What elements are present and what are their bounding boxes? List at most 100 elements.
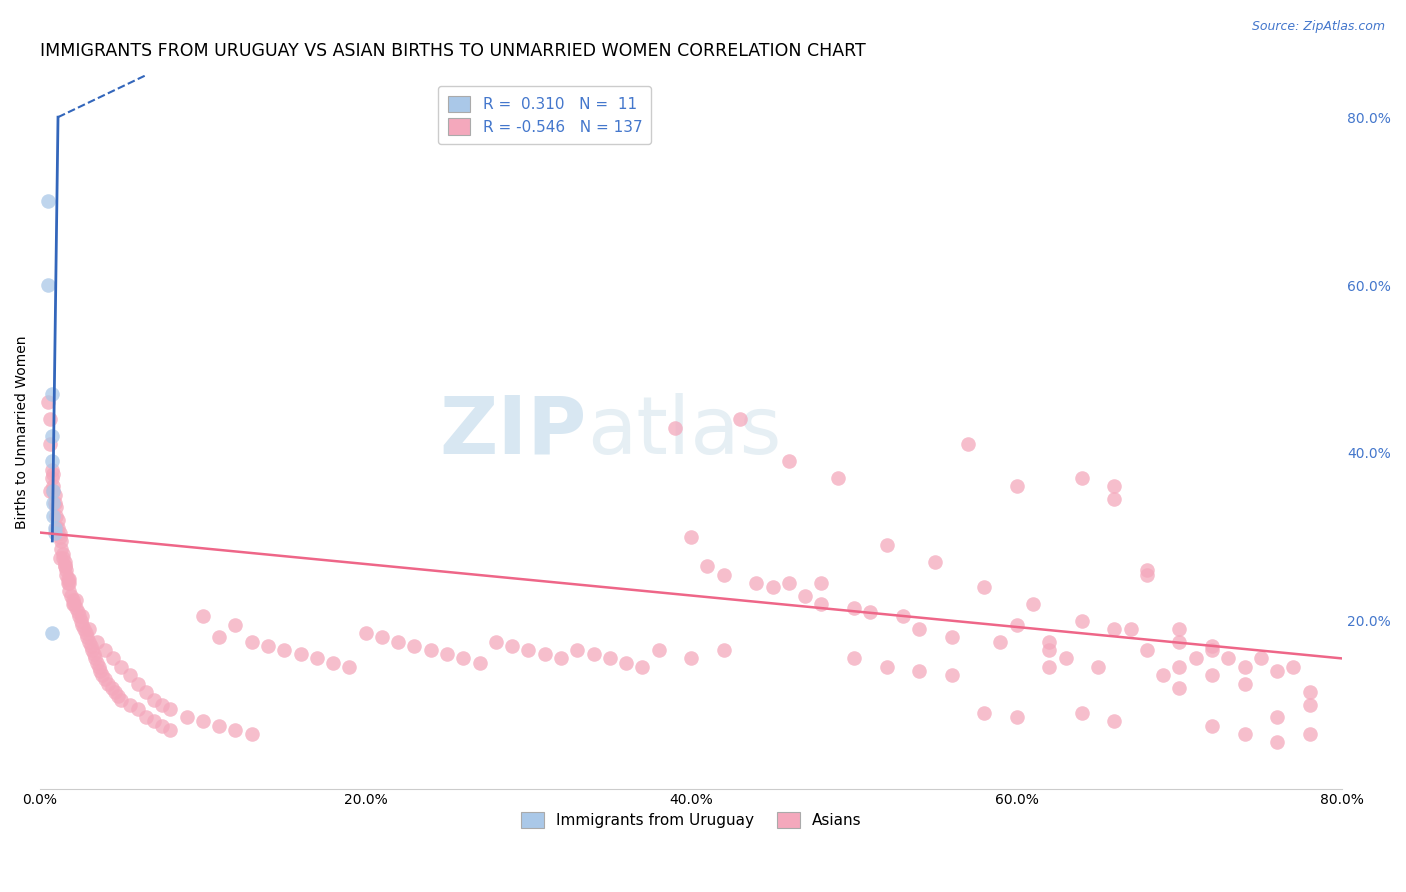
Point	[44, 525, 66, 540]
Text: atlas: atlas	[588, 392, 782, 471]
Point	[404, 639, 426, 653]
Point	[1070, 471, 1092, 485]
Point	[55, 567, 77, 582]
Point	[118, 668, 141, 682]
Point	[842, 601, 865, 615]
Point	[103, 651, 125, 665]
Point	[79, 639, 101, 653]
Point	[55, 563, 77, 577]
Point	[1168, 660, 1191, 674]
Point	[778, 575, 800, 590]
Point	[150, 718, 173, 732]
Legend: Immigrants from Uruguay, Asians: Immigrants from Uruguay, Asians	[515, 805, 868, 834]
Point	[1265, 664, 1288, 678]
Point	[713, 567, 735, 582]
Point	[550, 651, 572, 665]
Point	[1265, 710, 1288, 724]
Point	[1005, 710, 1028, 724]
Point	[60, 589, 83, 603]
Point	[1233, 676, 1256, 690]
Point	[908, 622, 931, 636]
Point	[859, 605, 882, 619]
Point	[52, 550, 75, 565]
Point	[42, 496, 65, 510]
Point	[696, 559, 718, 574]
Point	[65, 592, 87, 607]
Text: IMMIGRANTS FROM URUGUAY VS ASIAN BIRTHS TO UNMARRIED WOMEN CORRELATION CHART: IMMIGRANTS FROM URUGUAY VS ASIAN BIRTHS …	[41, 42, 866, 60]
Point	[42, 479, 65, 493]
Point	[44, 488, 66, 502]
Point	[53, 559, 76, 574]
Point	[48, 530, 70, 544]
Point	[73, 622, 96, 636]
Point	[664, 420, 686, 434]
Point	[94, 673, 117, 687]
Point	[104, 685, 127, 699]
Point	[100, 681, 122, 695]
Point	[89, 664, 111, 678]
Point	[1184, 651, 1206, 665]
Point	[941, 668, 963, 682]
Point	[51, 542, 73, 557]
Point	[517, 643, 540, 657]
Point	[83, 647, 105, 661]
Point	[48, 525, 70, 540]
Point	[1070, 706, 1092, 720]
Point	[582, 647, 605, 661]
Point	[973, 580, 995, 594]
Point	[58, 575, 80, 590]
Point	[681, 530, 703, 544]
Point	[924, 555, 946, 569]
Point	[110, 693, 132, 707]
Point	[599, 651, 621, 665]
Point	[1233, 727, 1256, 741]
Point	[1168, 681, 1191, 695]
Point	[1136, 643, 1159, 657]
Point	[1136, 563, 1159, 577]
Point	[1265, 735, 1288, 749]
Point	[66, 605, 89, 619]
Point	[45, 500, 67, 515]
Point	[38, 437, 60, 451]
Point	[453, 651, 475, 665]
Point	[143, 714, 166, 729]
Point	[273, 643, 295, 657]
Point	[53, 559, 76, 574]
Point	[1168, 622, 1191, 636]
Point	[46, 521, 69, 535]
Point	[135, 710, 157, 724]
Point	[810, 575, 832, 590]
Point	[1005, 618, 1028, 632]
Point	[1038, 660, 1060, 674]
Point	[38, 483, 60, 498]
Point	[1104, 714, 1126, 729]
Point	[713, 643, 735, 657]
Point	[77, 634, 100, 648]
Point	[827, 471, 849, 485]
Point	[110, 660, 132, 674]
Point	[1038, 634, 1060, 648]
Point	[305, 651, 328, 665]
Point	[1250, 651, 1272, 665]
Point	[1054, 651, 1077, 665]
Point	[118, 698, 141, 712]
Point	[45, 508, 67, 523]
Point	[135, 685, 157, 699]
Point	[42, 483, 65, 498]
Point	[1104, 622, 1126, 636]
Point	[38, 412, 60, 426]
Point	[76, 631, 98, 645]
Point	[208, 631, 231, 645]
Point	[728, 412, 751, 426]
Y-axis label: Births to Unmarried Women: Births to Unmarried Women	[15, 335, 30, 529]
Point	[41, 429, 63, 443]
Point	[46, 513, 69, 527]
Point	[159, 723, 181, 737]
Point	[41, 626, 63, 640]
Point	[1218, 651, 1240, 665]
Point	[56, 572, 79, 586]
Point	[337, 660, 360, 674]
Point	[1233, 660, 1256, 674]
Point	[371, 631, 394, 645]
Point	[745, 575, 768, 590]
